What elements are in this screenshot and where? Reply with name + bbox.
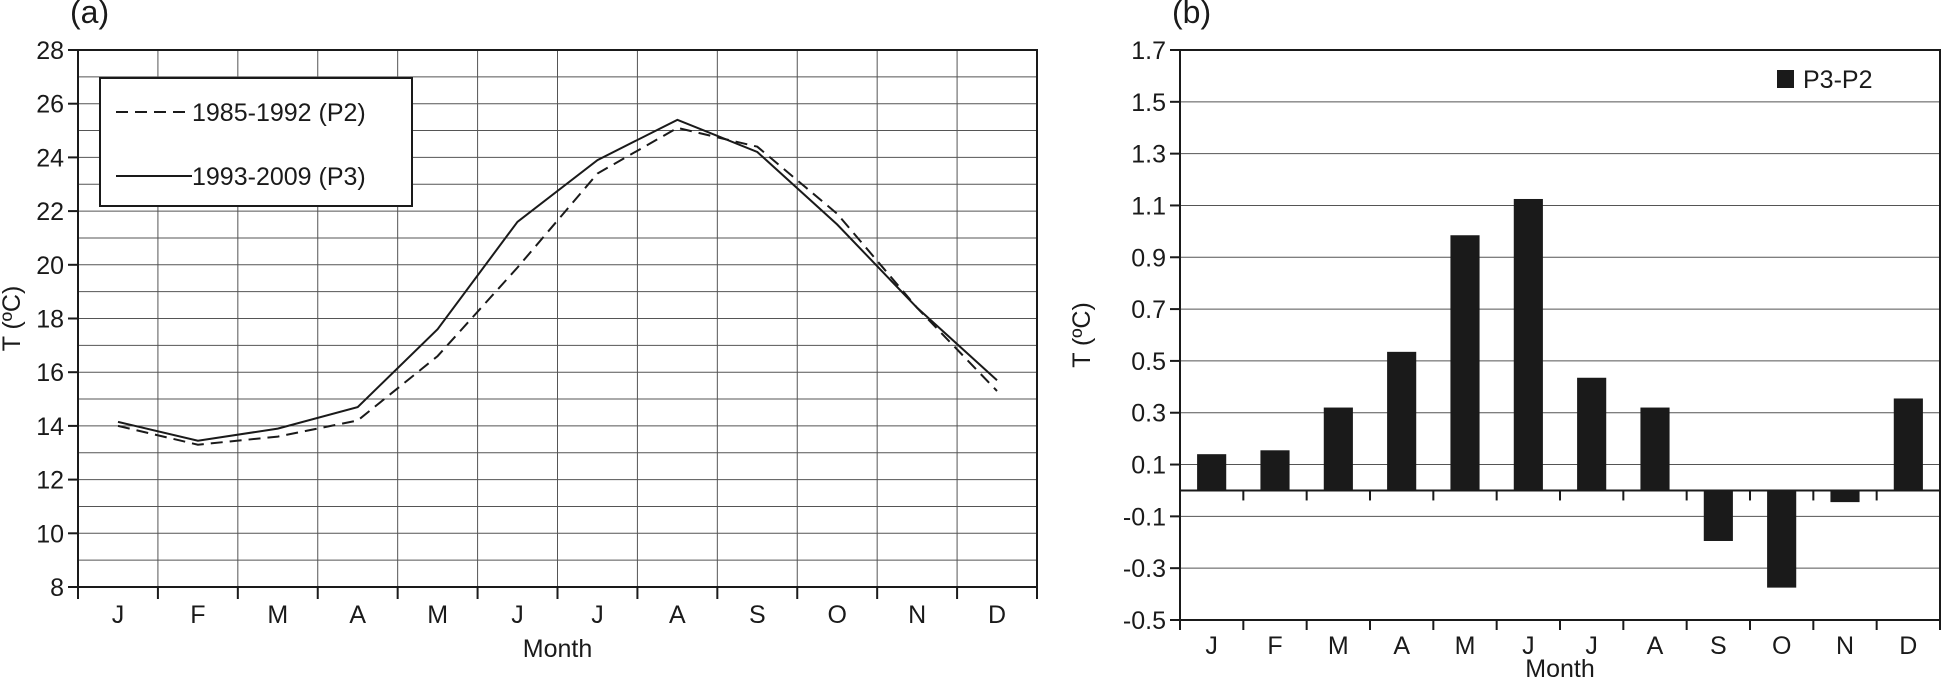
y-tick-label: 1.7 (1131, 37, 1166, 65)
bar-j-6 (1577, 377, 1607, 491)
x-tick-label: F (190, 601, 205, 629)
y-axis-label: T (ºC) (1068, 302, 1096, 368)
x-tick-label: M (267, 601, 288, 629)
y-tick-label: 24 (36, 144, 64, 172)
bar-o-9 (1767, 490, 1797, 588)
y-tick-label: 26 (36, 91, 64, 119)
y-tick-label: -0.5 (1123, 607, 1166, 635)
x-tick-label: A (1393, 632, 1410, 660)
x-tick-label: S (1710, 632, 1727, 660)
legend-label: 1993-2009 (P3) (192, 163, 366, 191)
x-tick-label: M (427, 601, 448, 629)
y-tick-label: 1.5 (1131, 89, 1166, 117)
y-tick-label: -0.3 (1123, 555, 1166, 583)
y-tick-label: 14 (36, 413, 64, 441)
x-axis-label: Month (1525, 655, 1594, 680)
y-tick-label: 0.1 (1131, 452, 1166, 480)
x-tick-label: M (1455, 632, 1476, 660)
y-tick-label: 20 (36, 252, 64, 280)
x-tick-label: A (669, 601, 686, 629)
bar-m-2 (1323, 407, 1353, 491)
x-tick-label: A (1647, 632, 1664, 660)
x-tick-label: J (112, 601, 125, 629)
y-tick-label: -0.1 (1123, 503, 1166, 531)
x-tick-label: M (1328, 632, 1349, 660)
legend-box (99, 77, 413, 207)
y-tick-label: 10 (36, 520, 64, 548)
x-tick-label: D (1899, 632, 1917, 660)
panel-label-b: (b) (1172, 0, 1212, 30)
bar-s-8 (1703, 490, 1733, 541)
bar-m-4 (1450, 235, 1480, 491)
x-axis-label: Month (523, 635, 592, 663)
x-tick-label: A (349, 601, 366, 629)
x-tick-label: J (1522, 632, 1535, 660)
y-tick-label: 1.1 (1131, 192, 1166, 220)
x-tick-label: O (827, 601, 846, 629)
bar-a-7 (1640, 407, 1670, 491)
y-tick-label: 12 (36, 467, 64, 495)
bar-f-1 (1260, 450, 1290, 491)
series-line-p3 (117, 118, 998, 442)
panel-label-a: (a) (70, 0, 110, 30)
y-tick-label: 28 (36, 37, 64, 65)
y-tick-label: 22 (36, 198, 64, 226)
x-tick-label: J (1205, 632, 1218, 660)
legend-label: 1985-1992 (P2) (192, 99, 366, 127)
x-tick-label: S (749, 601, 766, 629)
y-tick-label: 0.3 (1131, 400, 1166, 428)
y-tick-label: 0.7 (1131, 296, 1166, 324)
bar-a-3 (1387, 351, 1417, 491)
y-tick-label: 18 (36, 306, 64, 334)
y-tick-label: 0.5 (1131, 348, 1166, 376)
x-tick-label: N (908, 601, 926, 629)
x-tick-label: D (988, 601, 1006, 629)
bar-j-5 (1513, 198, 1543, 491)
x-tick-label: J (591, 601, 604, 629)
bar-n-10 (1830, 490, 1860, 503)
y-tick-label: 8 (50, 574, 64, 602)
bar-d-11 (1893, 398, 1923, 491)
bar-j-0 (1197, 454, 1227, 491)
y-tick-label: 1.3 (1131, 141, 1166, 169)
y-tick-label: 16 (36, 359, 64, 387)
x-tick-label: O (1772, 632, 1791, 660)
x-tick-label: J (1585, 632, 1598, 660)
plot-frame (1179, 49, 1941, 621)
legend-swatch (1777, 70, 1794, 88)
y-axis-label: T (ºC) (0, 286, 26, 352)
x-tick-label: F (1267, 632, 1282, 660)
x-tick-label: J (511, 601, 524, 629)
y-tick-label: 0.9 (1131, 244, 1166, 272)
legend-label: P3-P2 (1803, 66, 1872, 94)
x-tick-label: N (1836, 632, 1854, 660)
